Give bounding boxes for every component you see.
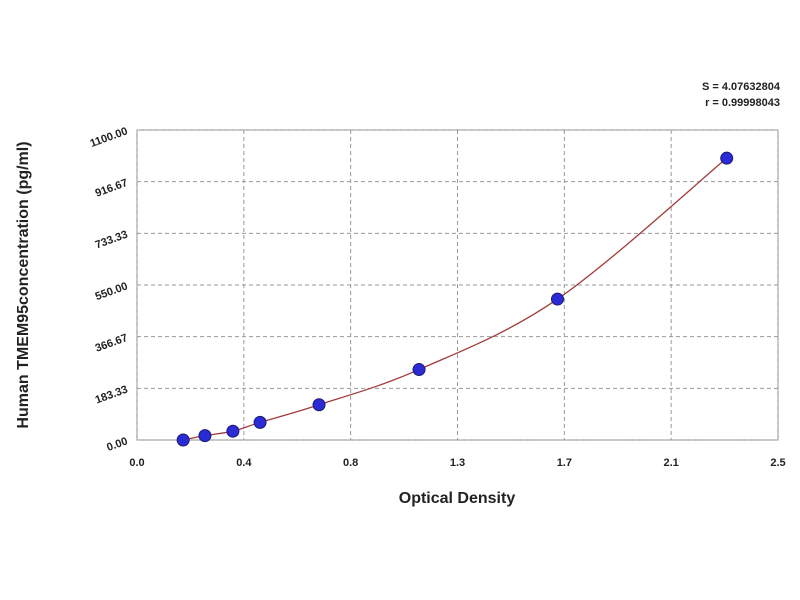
x-tick-label: 0.8 bbox=[343, 457, 358, 469]
data-point bbox=[550, 292, 564, 306]
x-tick-label: 2.1 bbox=[664, 457, 679, 469]
x-tick-label: 0.0 bbox=[129, 457, 144, 469]
y-tick-label: 366.67 bbox=[94, 332, 130, 355]
fit-curve bbox=[183, 157, 728, 441]
data-point bbox=[176, 433, 190, 447]
y-axis-title: Human TMEM95concentration (pg/ml) bbox=[15, 141, 32, 428]
data-point bbox=[412, 363, 426, 377]
x-tick-label: 2.5 bbox=[770, 457, 785, 469]
data-point bbox=[226, 424, 240, 438]
y-tick-label: 916.67 bbox=[94, 177, 130, 200]
x-tick-label: 0.4 bbox=[236, 457, 252, 469]
annotation: r = 0.99998043 bbox=[705, 97, 780, 109]
data-point bbox=[198, 429, 212, 443]
y-tick-label: 550.00 bbox=[94, 280, 130, 303]
y-tick-label: 183.33 bbox=[94, 384, 130, 407]
data-point bbox=[312, 398, 326, 412]
data-point bbox=[253, 415, 267, 429]
x-tick-label: 1.3 bbox=[450, 457, 465, 469]
y-tick-label: 733.33 bbox=[94, 229, 130, 252]
y-tick-label: 1100.00 bbox=[88, 125, 129, 150]
x-tick-label: 1.7 bbox=[557, 457, 572, 469]
annotation: S = 4.07632804 bbox=[702, 81, 781, 93]
x-axis-title: Optical Density bbox=[399, 490, 516, 507]
data-point bbox=[720, 151, 734, 165]
y-tick-label: 0.00 bbox=[105, 435, 129, 454]
